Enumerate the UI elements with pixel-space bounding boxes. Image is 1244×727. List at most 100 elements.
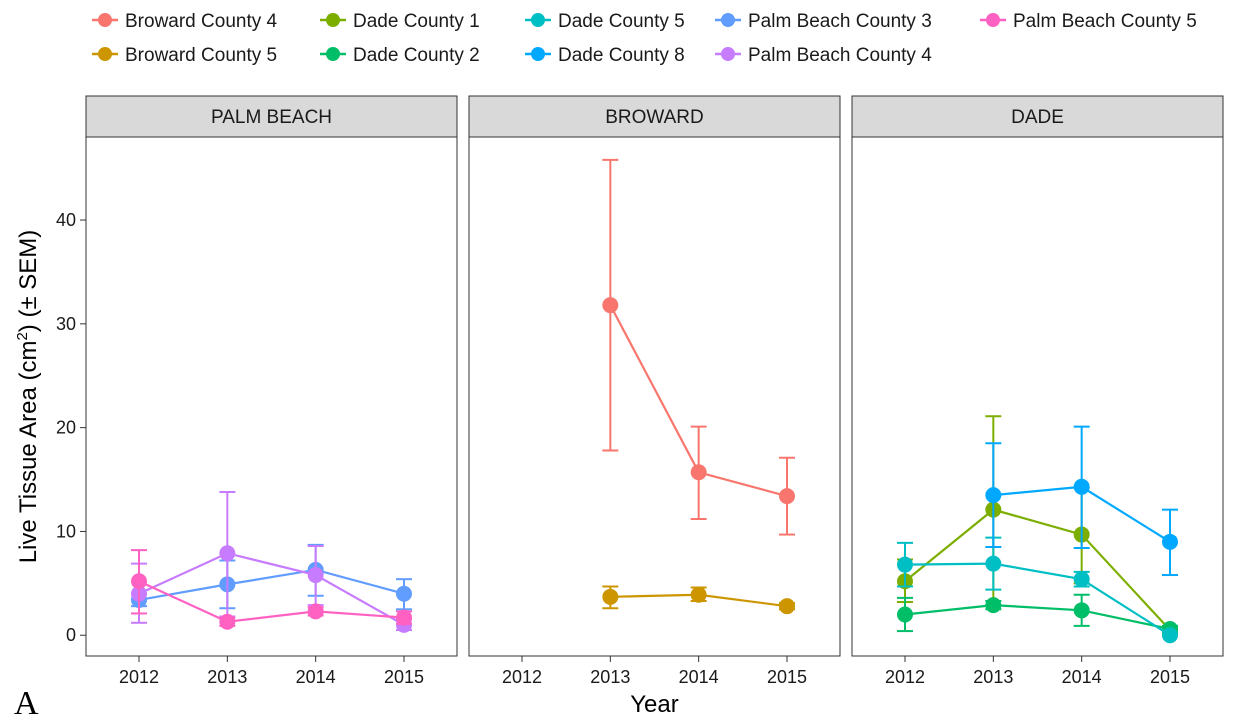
series-group (602, 158, 795, 536)
facet-strip (85, 95, 458, 138)
data-point (1073, 571, 1090, 588)
series-line (904, 562, 1171, 637)
facet-panel: PALM BEACH 2012 2013 2014 2015 (85, 95, 458, 687)
y-axis-title-main: Live Tissue Area (cm (15, 341, 42, 564)
legend-key-marker (531, 13, 545, 27)
legend-label: Dade County 5 (558, 11, 685, 32)
data-point (897, 556, 913, 573)
data-point (1073, 602, 1090, 619)
y-axis: 0 10 20 30 40 (56, 210, 86, 645)
legend-key-marker (98, 13, 112, 27)
series-line (138, 552, 405, 626)
x-tick-label: 2014 (296, 667, 336, 687)
data-point (1073, 478, 1090, 495)
data-point (131, 573, 147, 590)
legend-label: Palm Beach County 4 (748, 45, 932, 66)
x-axis-title: Year (630, 691, 679, 718)
data-point (1162, 533, 1178, 550)
legend-key-marker (326, 13, 340, 27)
legend-label: Broward County 4 (125, 11, 278, 32)
data-point (1162, 627, 1178, 644)
legend-item: Palm Beach County 4 (715, 45, 932, 66)
legend-item: Dade County 8 (525, 45, 685, 66)
x-tick-label: 2012 (885, 667, 925, 687)
data-point (602, 588, 619, 605)
series-line (904, 508, 1171, 631)
facet-strip (468, 95, 841, 138)
legend-key-marker (326, 47, 340, 61)
series-group (897, 536, 1178, 644)
y-tick-label: 0 (66, 625, 76, 645)
legend-label: Dade County 8 (558, 45, 685, 66)
legend: Broward County 4 Dade County 1 Dade County… (92, 11, 1197, 66)
legend-key-marker (721, 47, 735, 61)
legend-label: Dade County 1 (353, 11, 480, 32)
x-tick-label: 2015 (1150, 667, 1190, 687)
legend-key-marker (98, 47, 112, 61)
data-point (396, 585, 412, 602)
data-point (897, 606, 913, 623)
data-point (985, 487, 1002, 504)
legend-label: Broward County 5 (125, 45, 277, 66)
legend-key-marker (721, 13, 735, 27)
data-point (396, 609, 412, 626)
y-axis-title: Live Tissue Area (cm2) (± SEM) (14, 230, 42, 564)
facet-panel: DADE 2012 2013 2014 2015 (851, 95, 1224, 687)
y-tick-label: 30 (56, 314, 76, 334)
facet-strip-label: DADE (1011, 107, 1064, 128)
legend-item: Palm Beach County 5 (980, 11, 1197, 32)
legend-item: Dade County 1 (320, 11, 480, 32)
data-point (985, 597, 1002, 614)
plot-panel-border (85, 136, 458, 657)
y-tick-label: 10 (56, 521, 76, 541)
x-tick-label: 2012 (119, 667, 159, 687)
facet-strip-label: BROWARD (605, 107, 704, 128)
x-tick-label: 2015 (767, 667, 807, 687)
legend-item: Dade County 5 (525, 11, 685, 32)
legend-item: Broward County 5 (92, 45, 277, 66)
legend-item: Dade County 2 (320, 45, 480, 66)
x-tick-label: 2013 (590, 667, 630, 687)
data-point (779, 488, 795, 505)
y-tick-label: 40 (56, 210, 76, 230)
x-tick-label: 2014 (679, 667, 719, 687)
data-point (307, 603, 324, 620)
data-point (307, 567, 324, 584)
series-group (131, 549, 412, 630)
data-point (219, 545, 236, 562)
series-line (138, 580, 405, 623)
series-line (138, 568, 405, 602)
y-axis-title-tail: ) (± SEM) (15, 230, 42, 333)
series-group (985, 425, 1178, 577)
x-tick-label: 2013 (207, 667, 247, 687)
legend-item: Palm Beach County 3 (715, 11, 932, 32)
legend-label: Palm Beach County 5 (1013, 11, 1197, 32)
x-tick-label: 2012 (502, 667, 542, 687)
legend-key-marker (986, 13, 1000, 27)
x-tick-label: 2013 (973, 667, 1013, 687)
data-point (779, 598, 795, 615)
data-point (985, 555, 1002, 572)
data-point (690, 464, 707, 481)
data-point (690, 586, 707, 603)
x-tick-label: 2014 (1062, 667, 1102, 687)
facet-panel: BROWARD 2012 2013 2014 2015 (468, 95, 841, 687)
facet-strip-label: PALM BEACH (211, 107, 332, 128)
legend-label: Palm Beach County 3 (748, 11, 932, 32)
legend-item: Broward County 4 (92, 11, 278, 32)
legend-label: Dade County 2 (353, 45, 480, 66)
legend-key-marker (531, 47, 545, 61)
data-point (602, 297, 619, 314)
facet-strip (851, 95, 1224, 138)
plot-panel-border (851, 136, 1224, 657)
panel-tag-label: A (14, 685, 39, 722)
x-tick-label: 2015 (384, 667, 424, 687)
y-axis-title-superscript: 2 (14, 332, 31, 340)
y-tick-label: 20 (56, 418, 76, 438)
series-group (602, 585, 795, 615)
plot-panel-border (468, 136, 841, 657)
data-point (219, 613, 236, 630)
series-line (904, 604, 1171, 631)
